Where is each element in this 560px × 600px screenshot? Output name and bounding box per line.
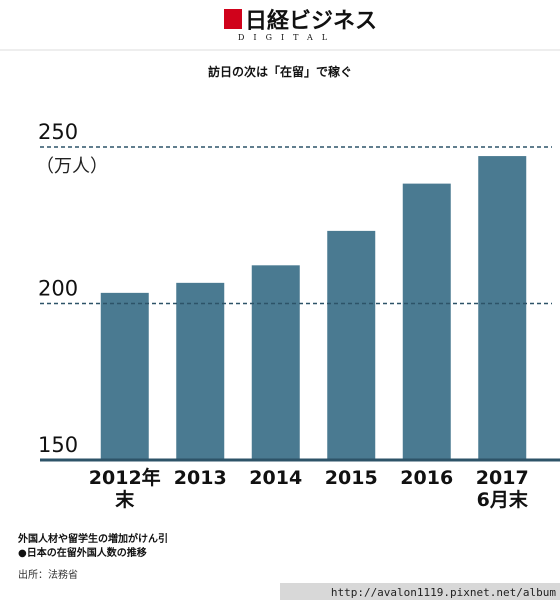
y-tick-label: 150 xyxy=(38,433,78,457)
x-tick-label: 2014 xyxy=(249,467,303,489)
logo: 日経ビジネス xyxy=(245,8,377,34)
bar xyxy=(402,183,451,460)
bar xyxy=(100,292,149,460)
y-tick-label: 200 xyxy=(38,277,78,301)
bar xyxy=(478,156,527,460)
unit-label: （万人） xyxy=(36,156,108,177)
x-tick-label: 2013 xyxy=(173,467,227,489)
x-tick-label: 2015 xyxy=(324,467,378,489)
logo-sub: DIGITAL xyxy=(238,33,336,42)
x-tick-label: 2017 6月末 xyxy=(475,467,529,511)
source: 出所：法務省 xyxy=(18,568,78,581)
x-tick-label: 2012年末 xyxy=(88,467,161,511)
note: 外国人材や留学生の増加がけん引 xyxy=(17,532,168,545)
watermark: http://avalon1119.pixnet.net/album xyxy=(331,586,557,599)
bar xyxy=(251,265,300,460)
x-tick-label: 2016 xyxy=(400,467,454,489)
bar xyxy=(327,230,376,460)
bar xyxy=(176,282,225,460)
note: ●日本の在留外国人数の推移 xyxy=(18,546,147,559)
y-tick-label: 250 xyxy=(38,120,78,144)
logo-mark xyxy=(224,9,242,29)
watermark-bg xyxy=(280,583,560,600)
chart-title: 訪日の次は「在留」で稼ぐ xyxy=(208,64,352,79)
